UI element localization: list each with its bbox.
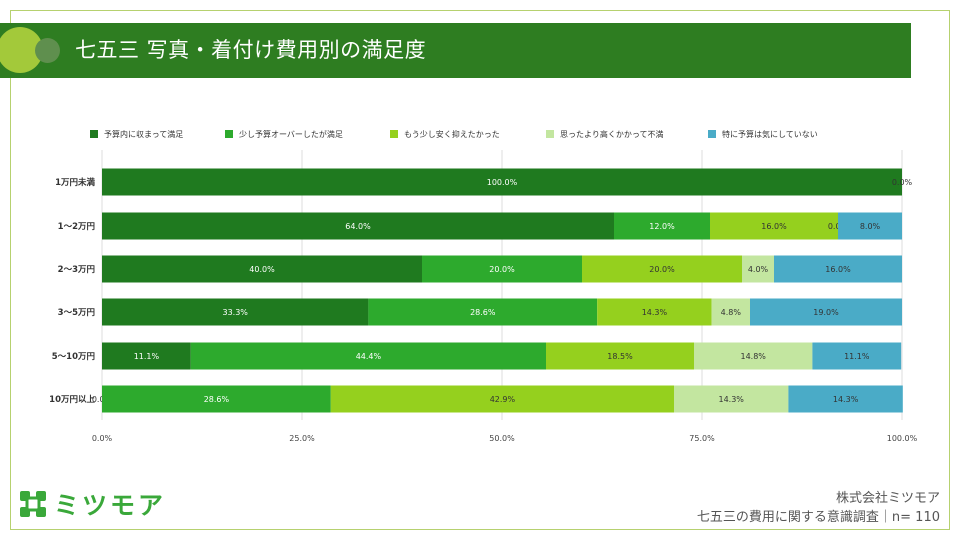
bar-segment — [838, 212, 902, 240]
legend-label: 少し予算オーバーしたが満足 — [239, 129, 343, 139]
bar-value-label: 14.3% — [642, 308, 668, 317]
mitsumore-logo-icon — [20, 491, 46, 517]
legend-swatch — [390, 130, 398, 138]
bar-segment — [774, 255, 902, 283]
category-label: 5〜10万円 — [52, 352, 95, 362]
page-title: 七五三 写真・着付け費用別の満足度 — [75, 38, 427, 62]
bar-value-label: 12.0% — [649, 222, 675, 231]
bar-segment — [102, 385, 331, 413]
title-bar: 七五三 写真・着付け費用別の満足度 — [0, 23, 911, 78]
bar-value-label: 14.3% — [833, 395, 859, 404]
bar-segment — [788, 385, 903, 413]
bar-value-label: 28.6% — [470, 308, 496, 317]
bar-value-label: 14.3% — [718, 395, 744, 404]
bar-value-label: 16.0% — [761, 222, 787, 231]
x-tick-label: 75.0% — [689, 434, 715, 443]
legend-swatch — [225, 130, 233, 138]
bar-value-label: 4.0% — [748, 265, 769, 274]
bar-value-label: 20.0% — [649, 265, 675, 274]
category-label: 1万円未満 — [55, 177, 95, 188]
bar-segment — [694, 342, 813, 370]
x-tick-label: 100.0% — [887, 434, 918, 443]
x-tick-label: 0.0% — [92, 434, 113, 443]
bar-value-label: 44.4% — [356, 352, 382, 361]
bar-value-label: 42.9% — [490, 395, 516, 404]
bar-segment — [710, 212, 838, 240]
bar-segment — [742, 255, 774, 283]
category-label: 3〜5万円 — [58, 308, 95, 318]
bar-segment — [674, 385, 789, 413]
bar-value-label: 28.6% — [204, 395, 230, 404]
legend-swatch — [546, 130, 554, 138]
bar-value-label: 0.0% — [892, 178, 913, 187]
bar-segment — [711, 298, 750, 326]
decor-circle-small — [35, 38, 60, 63]
bar-value-label: 4.8% — [721, 308, 742, 317]
bar-segment — [102, 342, 191, 370]
bar-segment — [102, 255, 422, 283]
legend-label: 特に予算は気にしていない — [722, 129, 818, 139]
bar-value-label: 16.0% — [825, 265, 851, 274]
bar-segment — [190, 342, 547, 370]
bar-value-label: 14.8% — [740, 352, 766, 361]
bar-segment — [422, 255, 582, 283]
bar-segment — [330, 385, 674, 413]
x-tick-label: 25.0% — [289, 434, 315, 443]
legend-swatch — [90, 130, 98, 138]
bar-value-label: 100.0% — [487, 178, 518, 187]
category-label: 2〜3万円 — [58, 265, 95, 275]
bar-segment — [812, 342, 902, 370]
bar-segment — [546, 342, 694, 370]
category-label: 10万円以上 — [49, 394, 95, 405]
bar-segment — [368, 298, 598, 326]
legend-label: 思ったより高くかかって不満 — [560, 129, 663, 139]
legend-label: もう少し安く抑えたかった — [404, 129, 500, 139]
bar-value-label: 11.1% — [844, 352, 870, 361]
bar-segment — [597, 298, 712, 326]
bar-segment — [750, 298, 902, 326]
bar-value-label: 18.5% — [607, 352, 633, 361]
bar-value-label: 33.3% — [222, 308, 248, 317]
bar-value-label: 8.0% — [860, 222, 881, 231]
bar-segment — [582, 255, 742, 283]
bar-value-label: 64.0% — [345, 222, 371, 231]
bar-segment — [102, 212, 614, 240]
bar-value-label: 20.0% — [489, 265, 515, 274]
category-label: 1〜2万円 — [58, 222, 95, 232]
logo-wordmark: ミツモア — [54, 491, 167, 520]
bar-segment — [614, 212, 710, 240]
bar-value-label: 40.0% — [249, 265, 275, 274]
bar-value-label: 11.1% — [134, 352, 160, 361]
legend-label: 予算内に収まって満足 — [104, 129, 183, 139]
bar-segment — [102, 168, 902, 196]
legend-swatch — [708, 130, 716, 138]
bar-segment — [102, 298, 369, 326]
survey-caption: 七五三の費用に関する意識調査｜n= 110 — [696, 510, 940, 525]
x-tick-label: 50.0% — [489, 434, 515, 443]
bar-value-label: 19.0% — [813, 308, 839, 317]
company-name: 株式会社ミツモア — [835, 491, 940, 506]
